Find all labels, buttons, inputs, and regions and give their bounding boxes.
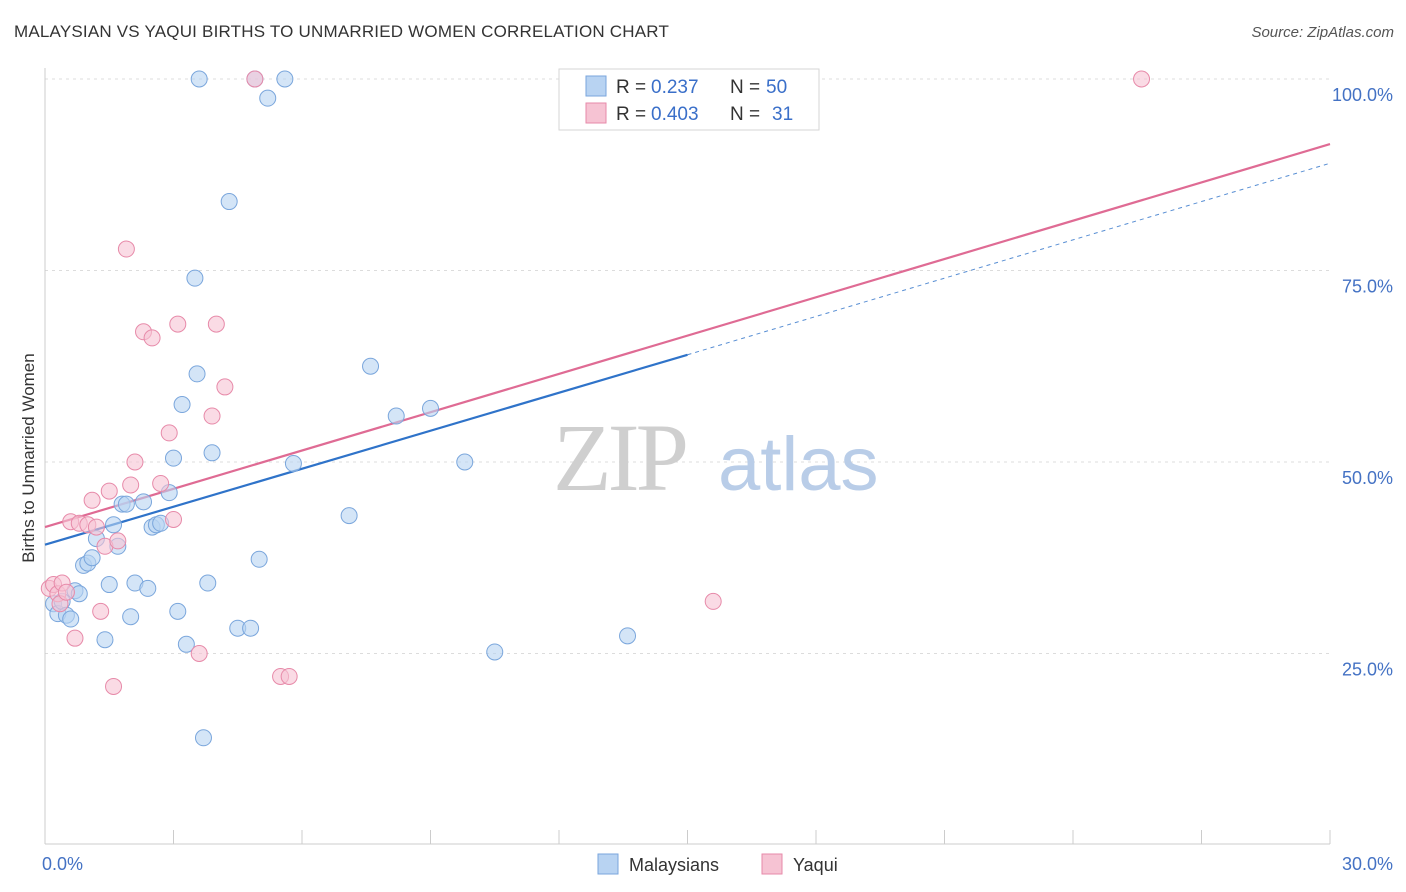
watermark-zip: ZIP — [553, 404, 686, 511]
point-malaysians-44 — [362, 357, 380, 375]
point-yaqui-22 — [152, 474, 170, 492]
point-malaysians-11 — [96, 631, 114, 649]
point-malaysians-30 — [188, 365, 206, 383]
tick-labels: 25.0% 50.0% 75.0% 100.0% 0.0% 30.0% — [42, 85, 1393, 874]
point-malaysians-29 — [186, 269, 204, 287]
point-yaqui-30 — [246, 70, 264, 88]
point-malaysians-33 — [199, 574, 217, 592]
trend-line-yaqui — [44, 143, 1331, 529]
stats-legend: R = 0.237 N = 50 R = 0.403 N = 31 — [558, 68, 820, 131]
series-legend: Malaysians Yaqui — [597, 853, 838, 875]
legend-n-label-malaysians: N = — [730, 77, 760, 98]
series-legend-swatch-malaysians — [597, 853, 619, 875]
point-malaysians-28 — [177, 635, 195, 653]
point-malaysians-16 — [117, 495, 135, 513]
point-yaqui-16 — [109, 532, 127, 550]
point-malaysians-4 — [62, 610, 80, 628]
point-malaysians-41 — [276, 70, 294, 88]
point-malaysians-47 — [456, 453, 474, 471]
y-tick-label-75: 75.0% — [1342, 277, 1393, 297]
legend-r-label-yaqui: R = — [616, 104, 646, 125]
point-malaysians-35 — [220, 193, 238, 211]
legend-swatch-yaqui — [585, 102, 607, 124]
legend-r-value-yaqui: 0.403 — [651, 104, 699, 125]
point-malaysians-31 — [190, 70, 208, 88]
point-yaqui-33 — [704, 592, 722, 610]
point-yaqui-24 — [165, 510, 182, 528]
series-legend-label-yaqui: Yaqui — [793, 855, 838, 875]
legend-r-label-malaysians: R = — [616, 77, 646, 98]
data-points — [40, 70, 1151, 747]
y-axis-label: Births to Unmarried Women — [19, 353, 38, 562]
point-yaqui-23 — [160, 424, 178, 442]
point-malaysians-37 — [242, 619, 260, 637]
source-credit: Source: ZipAtlas.com — [1251, 24, 1394, 41]
point-yaqui-14 — [100, 482, 118, 500]
point-malaysians-43 — [340, 507, 358, 525]
point-yaqui-12 — [92, 602, 110, 620]
point-malaysians-40 — [259, 89, 277, 107]
y-tick-label-50: 50.0% — [1342, 468, 1393, 488]
point-malaysians-26 — [169, 602, 187, 620]
trend-line-malaysians — [44, 353, 688, 546]
series-legend-swatch-yaqui — [761, 853, 783, 875]
point-yaqui-11 — [87, 518, 105, 536]
legend-n-value-yaqui: 31 — [772, 104, 793, 125]
x-tick-label-30: 30.0% — [1342, 854, 1393, 874]
chart-title: MALAYSIAN VS YAQUI BIRTHS TO UNMARRIED W… — [14, 22, 670, 41]
point-malaysians-48 — [486, 643, 504, 661]
point-yaqui-18 — [122, 476, 140, 494]
point-yaqui-27 — [203, 407, 221, 425]
point-yaqui-21 — [143, 329, 161, 347]
point-malaysians-32 — [194, 729, 212, 747]
point-malaysians-45 — [387, 407, 405, 425]
axes — [44, 68, 1331, 845]
point-yaqui-7 — [66, 629, 84, 647]
point-malaysians-34 — [203, 444, 221, 462]
trend-extension-malaysians — [687, 162, 1331, 356]
point-yaqui-34 — [1133, 70, 1151, 88]
y-tick-label-25: 25.0% — [1342, 660, 1393, 680]
point-yaqui-15 — [105, 677, 123, 695]
point-malaysians-13 — [105, 516, 123, 534]
point-malaysians-17 — [122, 608, 140, 626]
grid-lines — [45, 78, 1330, 654]
point-malaysians-42 — [284, 455, 302, 473]
point-malaysians-20 — [139, 579, 157, 597]
x-tick-label-0: 0.0% — [42, 854, 83, 874]
watermark-atlas: atlas — [718, 422, 879, 507]
point-yaqui-29 — [216, 378, 234, 396]
point-yaqui-26 — [190, 645, 208, 662]
point-malaysians-27 — [173, 396, 191, 414]
legend-n-label-yaqui: N = — [730, 104, 760, 125]
legend-swatch-malaysians — [585, 75, 607, 97]
legend-n-value-malaysians: 50 — [766, 77, 787, 98]
y-tick-label-100: 100.0% — [1332, 85, 1393, 105]
point-yaqui-28 — [207, 315, 225, 333]
point-malaysians-46 — [422, 399, 439, 417]
point-malaysians-25 — [165, 449, 182, 467]
watermark: ZIP atlas — [553, 404, 879, 511]
legend-r-value-malaysians: 0.237 — [651, 77, 699, 98]
point-yaqui-32 — [280, 667, 298, 685]
point-malaysians-39 — [250, 550, 268, 568]
point-yaqui-17 — [117, 240, 135, 258]
point-malaysians-9 — [83, 549, 101, 567]
series-legend-label-malaysians: Malaysians — [629, 855, 719, 875]
point-malaysians-12 — [100, 576, 118, 594]
point-yaqui-19 — [126, 453, 144, 471]
point-yaqui-5 — [57, 583, 75, 601]
point-malaysians-19 — [135, 493, 153, 511]
point-yaqui-25 — [169, 315, 187, 333]
trend-lines — [44, 143, 1331, 546]
point-malaysians-49 — [619, 627, 637, 645]
point-yaqui-10 — [83, 491, 101, 509]
